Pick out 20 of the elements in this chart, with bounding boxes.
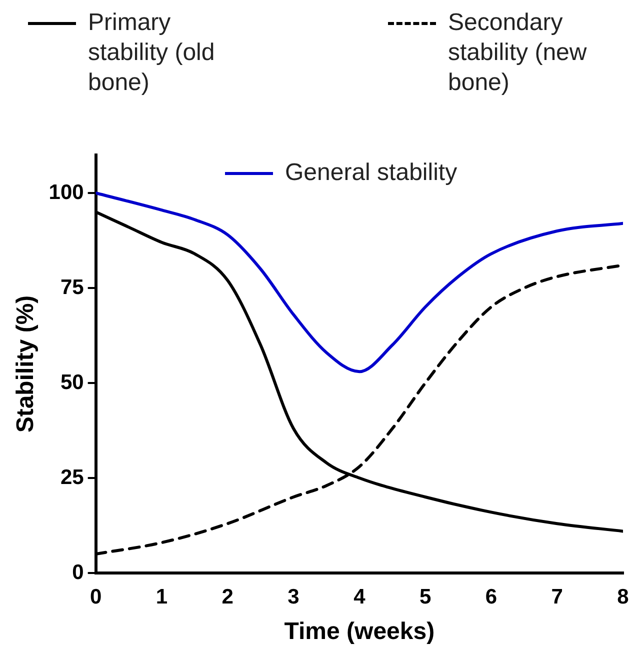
y-tick-label: 0 <box>72 560 84 584</box>
x-tick-label: 7 <box>551 585 563 608</box>
y-axis-title: Stability (%) <box>12 295 40 433</box>
x-tick-label: 0 <box>90 585 102 608</box>
legend-label: Primary stability (old bone) <box>88 8 216 98</box>
x-tick-label: 8 <box>617 585 630 608</box>
x-tick-label: 5 <box>419 585 432 608</box>
x-axis-title: Time (weeks) <box>284 618 435 646</box>
legend-label: General stability <box>285 158 458 188</box>
legend-label: Secondary stability (new bone) <box>448 8 588 98</box>
x-tick-label: 3 <box>288 585 300 608</box>
y-tick-label: 100 <box>48 180 84 204</box>
x-tick-label: 6 <box>485 585 498 608</box>
x-tick-label: 4 <box>354 585 366 608</box>
y-tick-label: 25 <box>60 466 84 489</box>
y-tick-label: 75 <box>60 276 84 299</box>
y-tick-label: 50 <box>60 370 84 394</box>
x-tick-label: 1 <box>156 585 168 608</box>
line-series <box>96 192 623 374</box>
x-tick-label: 2 <box>222 585 234 608</box>
